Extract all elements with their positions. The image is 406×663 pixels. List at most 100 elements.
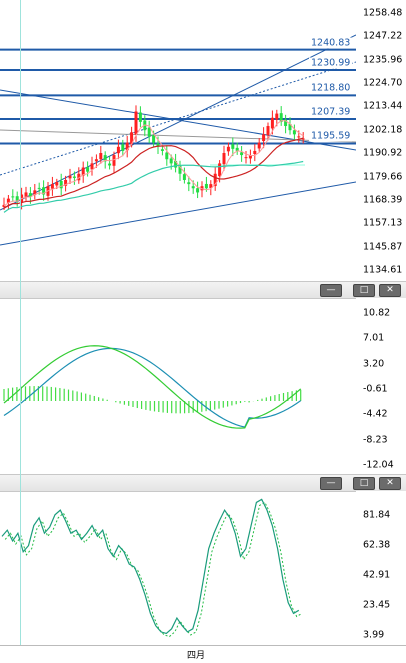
close-button[interactable]: ✕ xyxy=(379,284,401,297)
macd-main-line xyxy=(3,345,302,429)
axis-tick: -4.42 xyxy=(363,408,388,420)
axis-tick: 3.99 xyxy=(363,629,385,641)
candle-body xyxy=(108,163,112,166)
channel-line xyxy=(0,34,356,211)
candle-body xyxy=(165,152,169,160)
candle-body xyxy=(301,138,305,140)
candle-body xyxy=(2,204,6,207)
candle-body xyxy=(231,144,235,149)
axis-tick: 62.38 xyxy=(363,539,391,551)
candle-body xyxy=(55,182,59,186)
cursor-line[interactable] xyxy=(20,0,21,645)
candle-body xyxy=(169,158,173,164)
candle-body xyxy=(64,179,68,186)
axis-tick: 7.01 xyxy=(363,332,385,344)
moving-average-mid xyxy=(3,137,304,209)
stoch-signal-line xyxy=(4,501,303,638)
candle-body xyxy=(42,187,46,195)
close-button-2[interactable]: ✕ xyxy=(379,477,401,490)
candle-body xyxy=(112,155,116,166)
axis-tick: 1247.22 xyxy=(363,30,403,42)
axis-tick: -12.04 xyxy=(363,459,394,471)
macd-titlebar: — □ ✕ xyxy=(0,281,406,299)
axis-tick: -0.61 xyxy=(363,383,388,395)
restore-button[interactable]: □ xyxy=(353,284,375,297)
time-axis: 四月 xyxy=(0,645,406,663)
candle-body xyxy=(279,113,283,122)
minimize-button-2[interactable]: — xyxy=(320,477,342,490)
candle-body xyxy=(204,183,208,189)
candle-body xyxy=(86,167,90,172)
level-label: 1230.99 xyxy=(309,57,353,69)
candle-body xyxy=(196,188,200,193)
macd-axis: 10.82 7.01 3.20 -0.61 -4.42 -8.23 -12.04 xyxy=(356,298,406,474)
candle-body xyxy=(284,119,288,127)
macd-plot[interactable] xyxy=(0,298,356,474)
axis-tick: 10.82 xyxy=(363,307,391,319)
candle-body xyxy=(156,143,160,147)
level-label: 1195.59 xyxy=(309,130,353,142)
candle-body xyxy=(94,159,98,162)
candle-body xyxy=(81,167,85,176)
candle-body xyxy=(116,146,120,154)
axis-tick: 23.45 xyxy=(363,599,391,611)
axis-tick: 1157.13 xyxy=(363,217,403,229)
moving-average-slow xyxy=(3,160,304,213)
candle-body xyxy=(134,111,138,135)
candle-body xyxy=(248,155,252,159)
candle-body xyxy=(72,176,76,178)
axis-tick: 81.84 xyxy=(363,509,391,521)
candle-body xyxy=(33,190,37,195)
candle-body xyxy=(152,135,156,143)
candle-body xyxy=(297,136,301,138)
axis-tick: 1145.87 xyxy=(363,241,403,253)
candle-body xyxy=(68,175,72,179)
axis-tick: 1202.18 xyxy=(363,124,403,136)
channel-line xyxy=(0,181,356,246)
candle-body xyxy=(266,126,270,136)
macd-pane[interactable]: 10.82 7.01 3.20 -0.61 -4.42 -8.23 -12.04 xyxy=(0,298,406,474)
candle-body xyxy=(147,127,151,137)
axis-tick: 42.91 xyxy=(363,569,391,581)
candle-body xyxy=(226,146,230,152)
stoch-plot[interactable] xyxy=(0,491,356,645)
candle-body xyxy=(270,117,274,129)
restore-button-2[interactable]: □ xyxy=(353,477,375,490)
price-plot[interactable]: 1240.83 1230.99 1218.80 1207.39 1195.59 xyxy=(0,0,356,281)
candle-body xyxy=(77,173,81,181)
price-axis: 1258.48 1247.22 1235.96 1224.70 1213.44 1202.… xyxy=(356,0,406,281)
axis-tick: 1168.39 xyxy=(363,194,403,206)
axis-tick: 1134.61 xyxy=(363,264,403,276)
moving-average-fast xyxy=(3,120,304,207)
candle-body xyxy=(28,193,32,197)
level-label: 1207.39 xyxy=(309,106,353,118)
macd-signal-line xyxy=(3,347,302,428)
candle-body xyxy=(6,198,10,203)
candle-body xyxy=(125,142,129,151)
stoch-pane[interactable]: 81.84 62.38 42.91 23.45 3.99 xyxy=(0,491,406,645)
candle-body xyxy=(253,150,257,154)
stoch-main-line xyxy=(1,498,300,635)
time-axis-label: 四月 xyxy=(186,651,206,661)
candle-body xyxy=(138,112,142,122)
price-pane[interactable]: 1240.83 1230.99 1218.80 1207.39 1195.59 1258… xyxy=(0,0,406,281)
candle-body xyxy=(178,165,182,174)
axis-tick: 1190.92 xyxy=(363,147,403,159)
level-label: 1240.83 xyxy=(309,37,353,49)
candle-body xyxy=(11,196,15,198)
candle-body xyxy=(222,153,226,165)
channel-line xyxy=(0,89,356,151)
minimize-button[interactable]: — xyxy=(320,284,342,297)
candle-body xyxy=(187,182,191,185)
candle-body xyxy=(292,130,296,135)
candle-body xyxy=(24,192,28,197)
axis-tick: -8.23 xyxy=(363,434,388,446)
candle-body xyxy=(99,153,103,160)
candle-body xyxy=(121,144,125,151)
stoch-chart-svg xyxy=(1,498,303,638)
price-chart-svg xyxy=(0,34,356,246)
axis-tick: 1235.96 xyxy=(363,54,403,66)
candle-body xyxy=(191,186,195,189)
axis-tick: 3.20 xyxy=(363,358,385,370)
stoch-titlebar: — □ ✕ xyxy=(0,474,406,492)
